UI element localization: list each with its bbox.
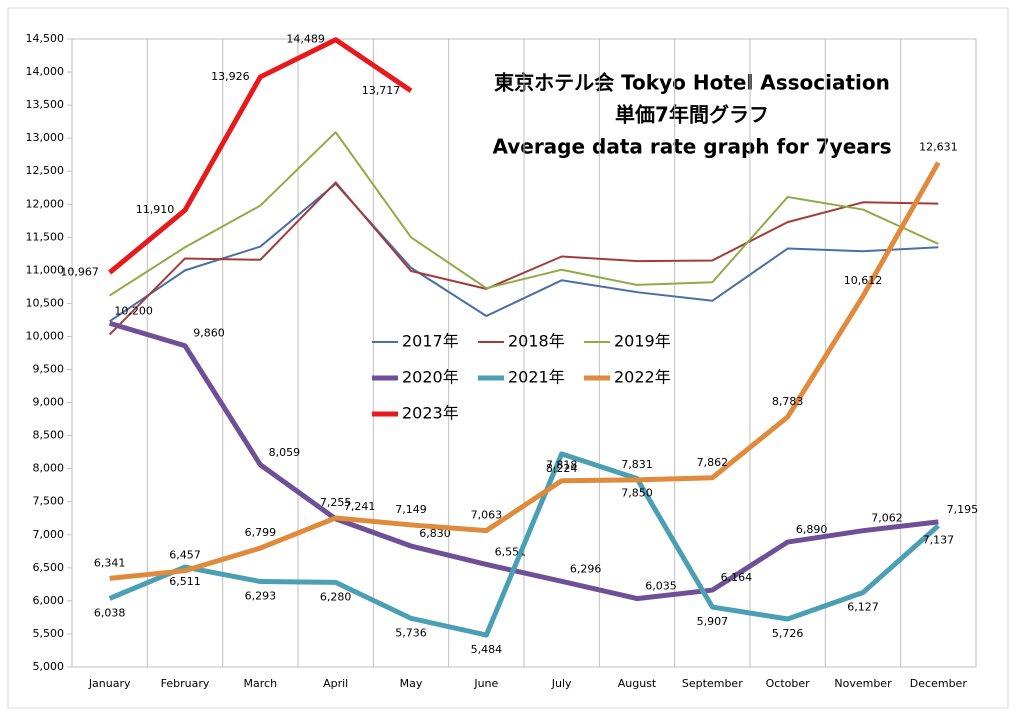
data-label: 10,612 [844, 274, 883, 287]
data-label: 7,241 [344, 500, 376, 513]
data-label: 6,038 [94, 606, 126, 619]
x-tick-label: August [618, 677, 657, 690]
data-label: 6,127 [847, 600, 879, 613]
data-label: 6,457 [169, 549, 201, 562]
legend-label: 2017年 [402, 332, 459, 351]
data-label: 6,296 [570, 562, 602, 575]
x-tick-label: February [161, 677, 210, 690]
y-tick-label: 5,000 [33, 660, 65, 673]
y-tick-label: 6,000 [33, 594, 65, 607]
data-label: 7,862 [697, 456, 729, 469]
series-line [108, 320, 939, 602]
data-label: 7,255 [320, 496, 352, 509]
y-tick-label: 10,000 [26, 329, 65, 342]
y-tick-label: 7,000 [33, 528, 65, 541]
y-tick-label: 14,000 [26, 65, 65, 78]
data-label: 13,926 [211, 70, 250, 83]
y-tick-label: 11,000 [26, 263, 65, 276]
legend-label: 2022年 [614, 368, 671, 387]
data-label: 7,062 [871, 512, 903, 525]
chart-frame [7, 7, 1009, 709]
series-line [108, 181, 939, 336]
chart-title: Average data rate graph for 7years [492, 135, 891, 159]
series-line [109, 131, 939, 297]
y-tick-label: 9,000 [33, 396, 65, 409]
data-label: 6,890 [796, 523, 828, 536]
data-label: 14,489 [286, 33, 325, 46]
data-label: 13,717 [362, 84, 401, 97]
series-line [109, 182, 939, 323]
data-label: 8,224 [546, 462, 578, 475]
x-tick-label: October [766, 677, 810, 690]
legend-label: 2019年 [614, 332, 671, 351]
data-label: 7,063 [471, 509, 503, 522]
data-label: 6,511 [169, 575, 201, 588]
series-line [108, 37, 413, 275]
data-label: 5,907 [697, 615, 729, 628]
y-tick-label: 7,500 [33, 495, 65, 508]
data-label: 10,967 [60, 266, 99, 279]
x-tick-label: November [834, 677, 892, 690]
data-label: 8,783 [772, 395, 804, 408]
data-label: 7,149 [395, 503, 427, 516]
legend-label: 2018年 [508, 332, 565, 351]
data-label: 7,850 [621, 487, 653, 500]
x-tick-label: September [682, 677, 743, 690]
chart-title: 東京ホテル会 Tokyo Hotel Association [494, 71, 890, 95]
x-tick-label: January [88, 677, 131, 690]
y-tick-label: 12,500 [26, 164, 65, 177]
data-label: 12,631 [919, 141, 958, 154]
data-label: 6,293 [245, 590, 277, 603]
chart-title: 単価7年間グラフ [615, 103, 769, 127]
data-label: 8,059 [269, 446, 301, 459]
legend-label: 2020年 [402, 368, 459, 387]
y-tick-label: 8,500 [33, 429, 65, 442]
legend-label: 2023年 [402, 404, 459, 423]
data-label: 7,195 [947, 503, 979, 516]
y-tick-label: 6,500 [33, 561, 65, 574]
data-label: 11,910 [136, 203, 175, 216]
x-tick-label: May [400, 677, 423, 690]
series-line [108, 451, 940, 638]
y-tick-label: 8,000 [33, 462, 65, 475]
y-tick-label: 13,500 [26, 98, 65, 111]
legend-label: 2021年 [508, 368, 565, 387]
data-label: 7,831 [621, 458, 653, 471]
data-label: 10,200 [114, 304, 153, 317]
data-label: 6,799 [245, 526, 277, 539]
y-tick-label: 14,500 [26, 32, 65, 45]
data-label: 5,726 [772, 627, 804, 640]
y-tick-label: 13,000 [26, 131, 65, 144]
x-tick-label: July [551, 677, 572, 690]
data-label: 7,137 [923, 534, 955, 547]
y-tick-label: 10,500 [26, 296, 65, 309]
x-tick-label: June [473, 677, 498, 690]
data-label: 5,736 [395, 626, 427, 639]
data-label: 6,035 [645, 580, 677, 593]
series-line [109, 161, 941, 581]
y-tick-label: 5,500 [33, 627, 65, 640]
data-label: 6,280 [320, 590, 352, 603]
x-tick-label: April [323, 677, 348, 690]
x-tick-label: March [244, 677, 278, 690]
data-label: 5,484 [471, 643, 503, 656]
data-label: 6,830 [419, 527, 451, 540]
y-tick-label: 11,500 [26, 230, 65, 243]
x-tick-label: December [910, 677, 968, 690]
y-tick-label: 9,500 [33, 363, 65, 376]
data-label: 6,341 [94, 556, 126, 569]
data-label: 7,818 [546, 459, 578, 472]
y-tick-label: 12,000 [26, 197, 65, 210]
data-label: 9,860 [193, 327, 225, 340]
data-label: 6,164 [721, 571, 753, 584]
